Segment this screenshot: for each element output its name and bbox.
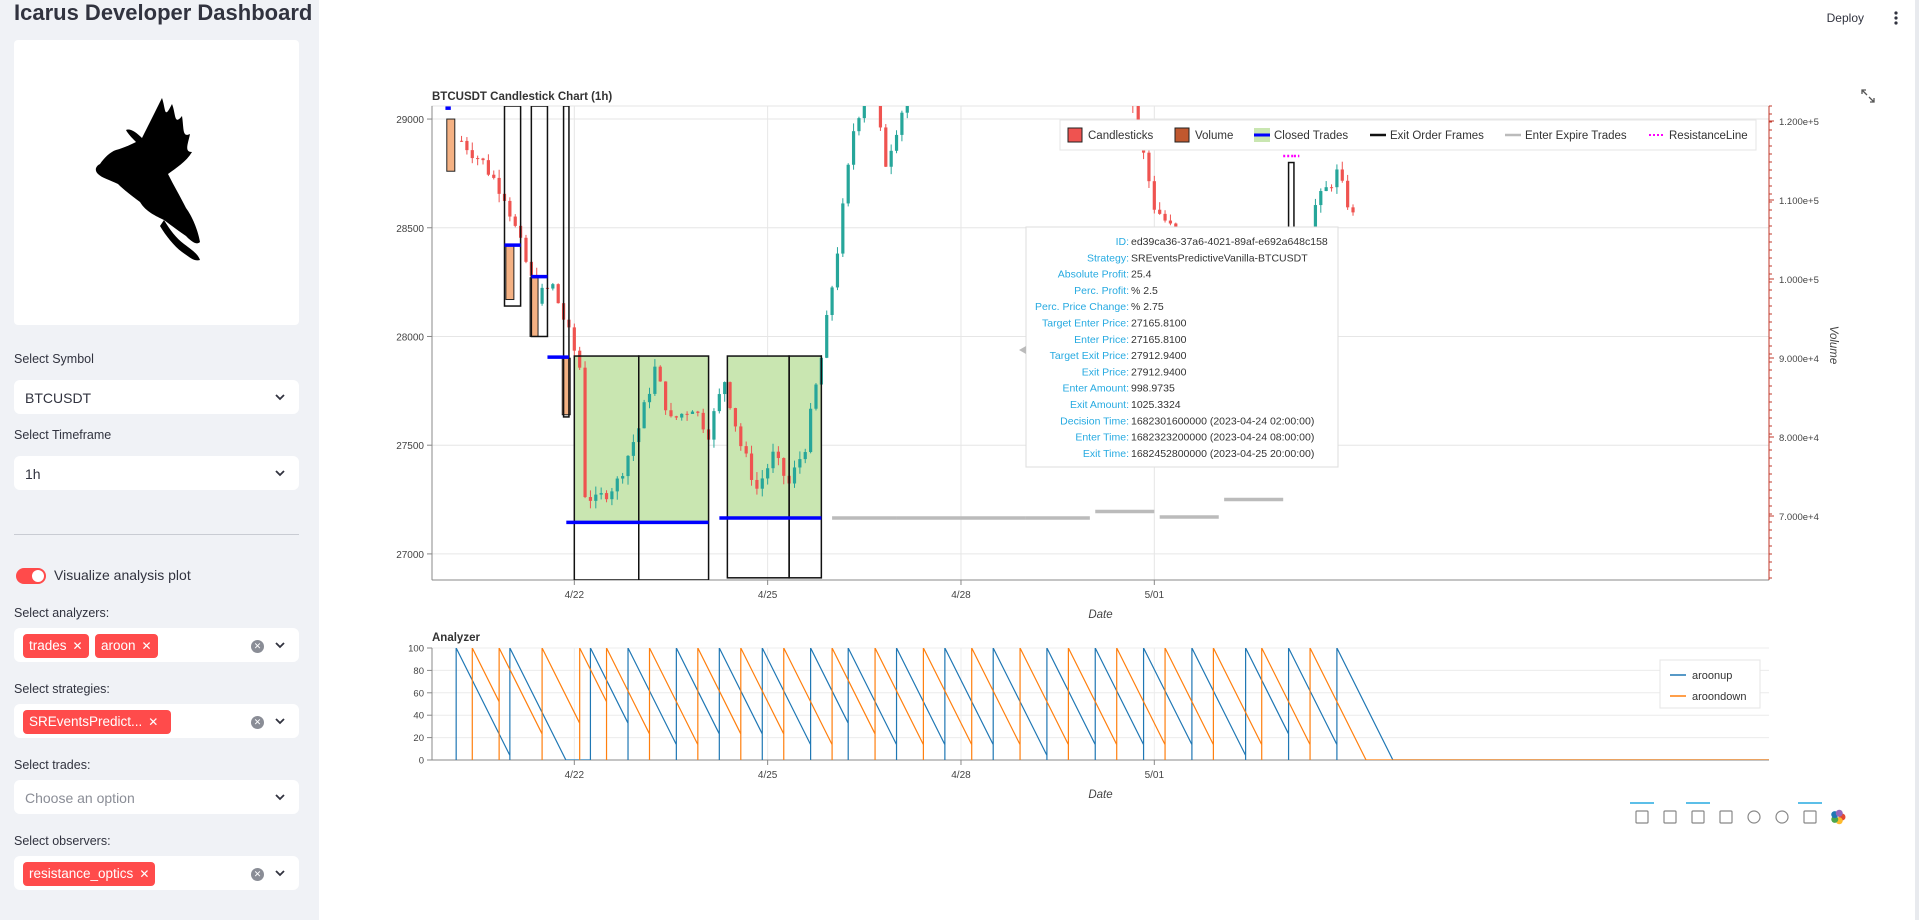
observer-chip[interactable]: resistance_optics ✕ xyxy=(23,862,156,886)
analyzer-chip-aroon[interactable]: aroon ✕ xyxy=(95,634,158,658)
trades-placeholder: Choose an option xyxy=(25,790,135,806)
scrollbar[interactable] xyxy=(1915,0,1919,920)
fullscreen-icon[interactable] xyxy=(1860,88,1876,104)
chip-label: trades xyxy=(29,638,67,653)
chevron-down-icon[interactable] xyxy=(274,868,286,878)
analyzers-multiselect[interactable]: trades ✕ aroon ✕ ✕ xyxy=(14,628,299,662)
icarus-logo xyxy=(14,40,299,325)
strategies-multiselect[interactable]: SREventsPredict... ✕ ✕ xyxy=(14,704,299,738)
chevron-down-icon xyxy=(275,394,285,401)
timeframe-value: 1h xyxy=(25,466,41,482)
analyzers-label: Select analyzers: xyxy=(14,606,110,620)
symbol-value: BTCUSDT xyxy=(25,390,92,406)
sidebar: Icarus Developer Dashboard Select Symbol… xyxy=(0,0,319,920)
symbol-select[interactable]: BTCUSDT xyxy=(14,380,299,414)
timeframe-select[interactable]: 1h xyxy=(14,456,299,490)
chip-label: resistance_optics xyxy=(29,866,134,881)
visualize-label: Visualize analysis plot xyxy=(54,567,191,583)
chevron-down-icon[interactable] xyxy=(274,640,286,650)
chevron-down-icon[interactable] xyxy=(274,792,286,802)
more-menu-icon[interactable] xyxy=(1891,10,1901,26)
chevron-down-icon xyxy=(275,470,285,477)
observers-label: Select observers: xyxy=(14,834,111,848)
clear-all-icon[interactable]: ✕ xyxy=(251,640,264,653)
visualize-toggle[interactable] xyxy=(16,568,46,584)
app-title: Icarus Developer Dashboard xyxy=(14,0,313,25)
chip-label: SREventsPredict... xyxy=(29,714,143,729)
icarus-silhouette-icon xyxy=(95,98,200,261)
analyzer-chip-trades[interactable]: trades ✕ xyxy=(23,634,89,658)
deploy-button[interactable]: Deploy xyxy=(1826,11,1864,25)
strategy-chip[interactable]: SREventsPredict... ✕ xyxy=(23,710,171,734)
trades-multiselect[interactable]: Choose an option xyxy=(14,780,299,814)
trades-label: Select trades: xyxy=(14,758,91,772)
clear-all-icon[interactable]: ✕ xyxy=(251,716,264,729)
strategies-label: Select strategies: xyxy=(14,682,110,696)
timeframe-label: Select Timeframe xyxy=(14,428,112,442)
sidebar-divider xyxy=(14,534,299,535)
close-icon[interactable]: ✕ xyxy=(148,715,159,729)
observers-multiselect[interactable]: resistance_optics ✕ ✕ xyxy=(14,856,299,890)
chip-label: aroon xyxy=(101,638,136,653)
close-icon[interactable]: ✕ xyxy=(139,867,150,881)
chevron-down-icon[interactable] xyxy=(274,716,286,726)
main-area: Deploy xyxy=(319,0,1919,920)
close-icon[interactable]: ✕ xyxy=(141,639,152,653)
close-icon[interactable]: ✕ xyxy=(72,639,83,653)
toggle-knob xyxy=(32,570,44,582)
symbol-label: Select Symbol xyxy=(14,352,94,366)
clear-all-icon[interactable]: ✕ xyxy=(251,868,264,881)
